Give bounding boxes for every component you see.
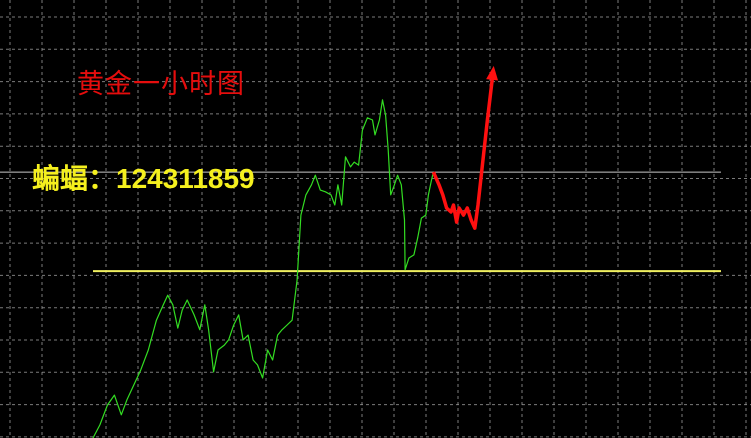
contact-number: 124311859 [116,163,255,194]
chart-title: 黄金一小时图 [77,69,245,100]
contact-annotation: 蝙蝠：124311859 [32,157,255,197]
arrow-head-icon [486,65,499,81]
forecast-series-line [431,71,495,230]
contact-label: 蝙蝠： [32,162,117,195]
price-series-line [92,99,434,438]
